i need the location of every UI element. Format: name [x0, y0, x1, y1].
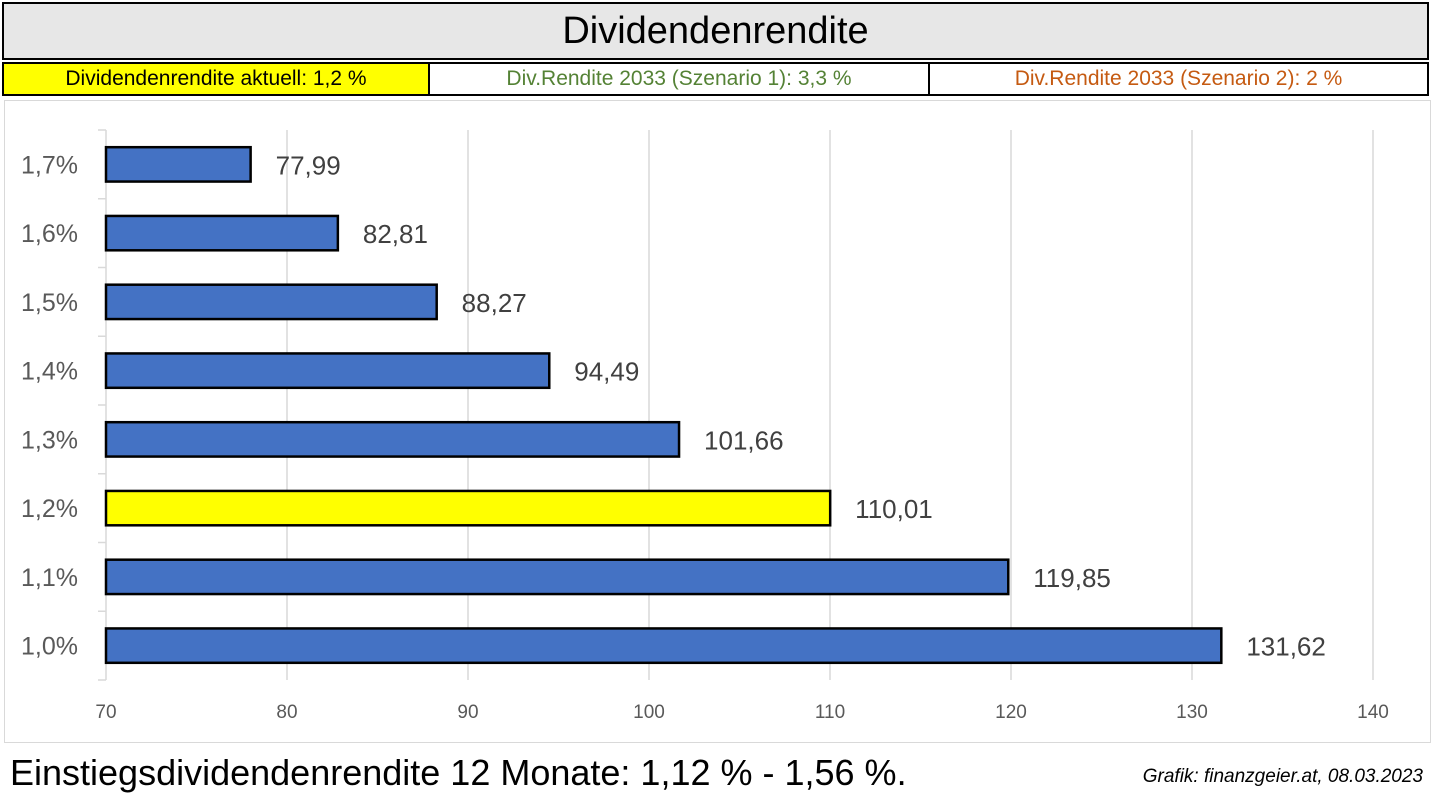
chart-title: Dividendenrendite: [2, 2, 1429, 60]
y-category-label: 1,0%: [21, 633, 78, 661]
value-label: 88,27: [462, 288, 527, 318]
y-category-label: 1,3%: [21, 426, 78, 454]
x-tick-label: 90: [457, 702, 478, 723]
y-category-label: 1,1%: [21, 564, 78, 592]
x-tick-label: 80: [276, 702, 297, 723]
y-category-label: 1,4%: [21, 358, 78, 386]
bar: [104, 283, 438, 321]
value-label: 131,62: [1246, 632, 1326, 662]
value-label: 77,99: [276, 150, 341, 180]
scenario2-yield-label: Div.Rendite 2033 (Szenario 2): 2 %: [930, 62, 1429, 96]
y-category-label: 1,5%: [21, 289, 78, 317]
bar: [104, 627, 1223, 665]
credit-text: Grafik: finanzgeier.at, 08.03.2023: [1142, 766, 1423, 787]
value-label: 82,81: [363, 219, 428, 249]
chart-frame: [4, 100, 1431, 743]
bar: [104, 420, 681, 458]
value-label: 101,66: [704, 425, 784, 455]
bar-chart: 70 80 90 100 110 120 130 140 1,7% 77,99 1,6% 82,81 1…: [21, 129, 1389, 723]
x-tick-label: 130: [1176, 702, 1208, 723]
info-row: Dividendenrendite aktuell: 1,2 % Div.Ren…: [2, 62, 1429, 96]
bar: [104, 214, 340, 252]
x-tick-label: 70: [95, 702, 116, 723]
value-label: 110,01: [855, 494, 933, 524]
bar: [104, 558, 1010, 596]
y-category-label: 1,6%: [21, 220, 78, 248]
x-tick-label: 100: [633, 702, 665, 723]
y-category-label: 1,7%: [21, 151, 78, 179]
value-label: 94,49: [574, 357, 639, 387]
value-label: 119,85: [1033, 563, 1111, 593]
scenario1-yield-label: Div.Rendite 2033 (Szenario 1): 3,3 %: [430, 62, 930, 96]
summary-text: Einstiegsdividendenrendite 12 Monate: 1,…: [10, 752, 907, 793]
x-tick-label: 110: [815, 702, 845, 723]
bar: [104, 145, 252, 183]
bar-highlighted: [104, 489, 832, 527]
x-tick-label: 140: [1357, 702, 1389, 723]
x-tick-label: 120: [995, 702, 1027, 723]
bar: [104, 352, 551, 390]
y-category-label: 1,2%: [21, 495, 78, 523]
current-yield-label: Dividendenrendite aktuell: 1,2 %: [2, 62, 430, 96]
